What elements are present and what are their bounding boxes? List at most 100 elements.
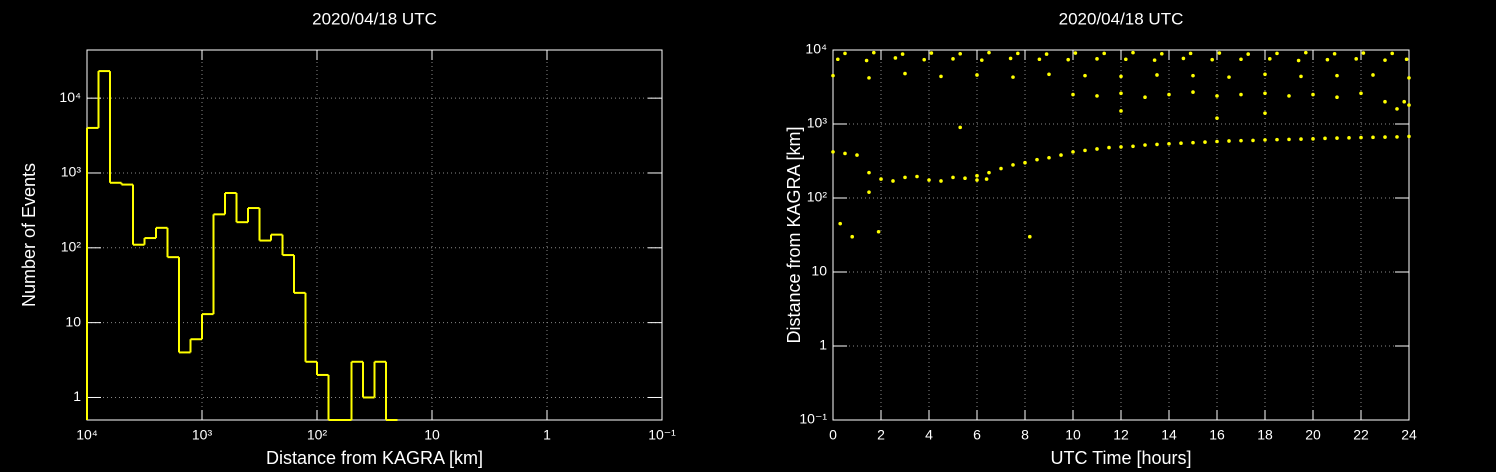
point xyxy=(1335,136,1339,140)
x-tick-label: 4 xyxy=(925,427,933,443)
point xyxy=(1107,145,1111,150)
point xyxy=(1035,157,1039,162)
point xyxy=(939,74,943,79)
point xyxy=(1023,160,1027,165)
x-tick-label: 22 xyxy=(1353,427,1369,443)
x-tick-label: 6 xyxy=(973,427,981,443)
point xyxy=(1407,103,1411,107)
point xyxy=(963,176,967,181)
point xyxy=(1311,137,1315,141)
point xyxy=(1191,73,1195,78)
point xyxy=(1167,92,1171,97)
point xyxy=(1287,94,1291,98)
point xyxy=(1354,57,1358,61)
point xyxy=(893,56,898,60)
point xyxy=(987,50,991,55)
x-tick-label: 10² xyxy=(307,427,328,443)
point xyxy=(1179,141,1183,146)
point xyxy=(951,175,955,180)
point xyxy=(867,190,871,194)
point xyxy=(1131,50,1135,55)
point xyxy=(900,52,905,56)
point xyxy=(1361,51,1366,55)
point xyxy=(1119,74,1123,79)
point xyxy=(1239,138,1243,143)
y-tick-label: 10⁴ xyxy=(59,89,81,105)
x-tick-label: 10 xyxy=(1065,427,1081,443)
y-tick-label: 1 xyxy=(819,337,827,353)
point xyxy=(1227,75,1231,79)
y-tick-label: 10⁻¹ xyxy=(799,411,827,427)
point xyxy=(1083,148,1087,153)
point xyxy=(1323,136,1327,141)
point xyxy=(1160,51,1164,56)
point xyxy=(1296,58,1301,63)
point xyxy=(1251,138,1255,143)
point xyxy=(1359,135,1363,140)
point xyxy=(1095,57,1099,61)
point xyxy=(1404,57,1409,62)
x-tick-label: 20 xyxy=(1305,427,1321,443)
point xyxy=(1011,163,1015,167)
point xyxy=(1239,57,1243,62)
chart-title: 2020/04/18 UTC xyxy=(312,9,437,28)
y-tick-label: 10 xyxy=(65,313,81,329)
x-tick-label: 18 xyxy=(1257,427,1273,443)
point xyxy=(1143,143,1147,147)
point xyxy=(1332,51,1337,56)
point xyxy=(855,153,859,157)
point xyxy=(1359,91,1363,96)
point xyxy=(975,73,979,77)
point xyxy=(836,57,840,62)
point xyxy=(1047,155,1051,160)
y-tick-label: 10² xyxy=(61,239,82,255)
point xyxy=(1395,107,1399,111)
point xyxy=(1325,57,1330,62)
x-tick-label: 8 xyxy=(1021,427,1029,443)
point xyxy=(1210,57,1214,62)
point xyxy=(999,166,1003,171)
point xyxy=(903,71,907,76)
point xyxy=(927,178,931,182)
point xyxy=(1143,95,1147,100)
point xyxy=(1155,73,1159,77)
x-tick-label: 16 xyxy=(1209,427,1225,443)
point xyxy=(1131,144,1135,149)
x-tick-label: 10⁻¹ xyxy=(648,427,676,443)
point xyxy=(1124,57,1128,62)
point xyxy=(1037,57,1042,62)
point xyxy=(958,51,962,56)
point xyxy=(1407,76,1411,80)
point xyxy=(1239,92,1243,97)
point xyxy=(1073,51,1078,55)
x-axis-label: UTC Time [hours] xyxy=(1050,448,1191,468)
point xyxy=(1390,51,1394,56)
point xyxy=(903,175,907,180)
y-axis-label: Number of Events xyxy=(19,163,39,307)
point xyxy=(876,229,881,234)
point xyxy=(1071,92,1075,97)
x-tick-label: 14 xyxy=(1161,427,1177,443)
point xyxy=(1263,72,1267,77)
x-tick-label: 10⁴ xyxy=(76,427,98,443)
point xyxy=(1402,99,1406,104)
point xyxy=(843,151,847,156)
point xyxy=(1383,99,1387,104)
point xyxy=(1167,142,1171,146)
point xyxy=(958,125,962,130)
x-tick-label: 2 xyxy=(877,427,885,443)
x-tick-label: 12 xyxy=(1113,427,1129,443)
point xyxy=(1217,51,1222,55)
point xyxy=(1191,90,1195,94)
point xyxy=(1246,52,1250,56)
point xyxy=(1215,139,1219,144)
point xyxy=(1047,72,1051,77)
x-tick-label: 10 xyxy=(424,427,440,443)
point xyxy=(1155,142,1159,147)
point xyxy=(1263,111,1267,115)
point xyxy=(915,174,919,179)
point xyxy=(1215,94,1219,98)
point xyxy=(872,50,876,55)
point xyxy=(939,179,943,183)
